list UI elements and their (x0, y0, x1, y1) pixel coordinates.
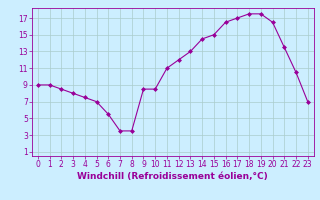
X-axis label: Windchill (Refroidissement éolien,°C): Windchill (Refroidissement éolien,°C) (77, 172, 268, 181)
